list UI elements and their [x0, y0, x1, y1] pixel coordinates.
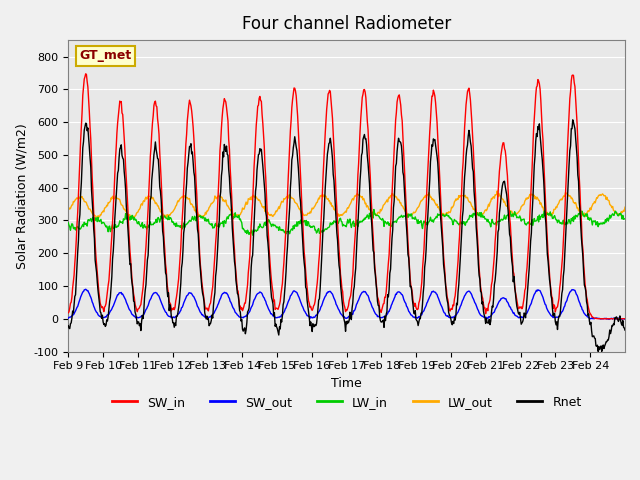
Text: GT_met: GT_met	[79, 49, 132, 62]
Y-axis label: Solar Radiation (W/m2): Solar Radiation (W/m2)	[15, 123, 28, 269]
Legend: SW_in, SW_out, LW_in, LW_out, Rnet: SW_in, SW_out, LW_in, LW_out, Rnet	[107, 391, 587, 414]
X-axis label: Time: Time	[332, 377, 362, 390]
Title: Four channel Radiometer: Four channel Radiometer	[242, 15, 451, 33]
